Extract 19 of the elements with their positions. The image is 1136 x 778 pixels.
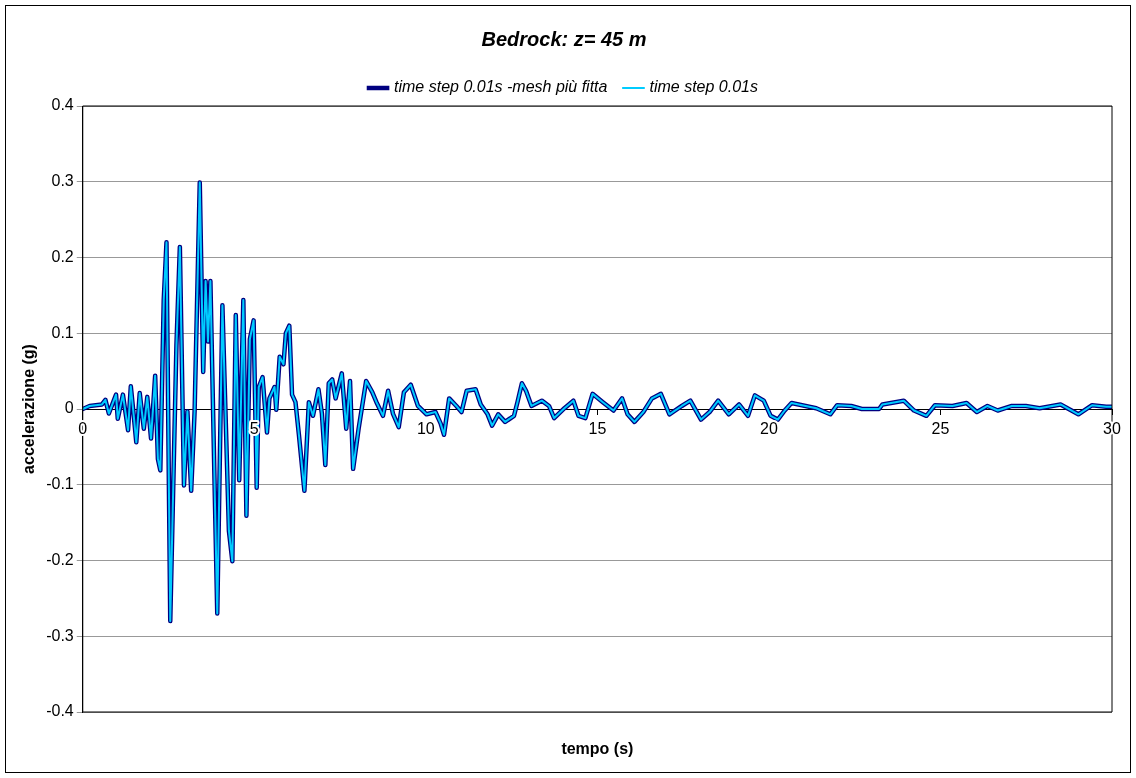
legend-label: time step 0.01s -mesh più fitta [394,78,608,96]
y-tick-label: 0.4 [51,96,74,114]
x-tick-label: 30 [1103,420,1121,438]
y-tick-label: -0.2 [46,550,74,568]
y-tick-label: -0.1 [46,475,74,493]
y-tick-label: 0 [64,399,74,417]
x-tick-label: 10 [416,420,435,438]
y-tick-label: 0.3 [51,172,74,190]
y-tick-label: 0.2 [51,247,74,265]
legend-label: time step 0.01s [649,78,758,96]
chart-title: Bedrock: z= 45 m [481,27,647,50]
x-tick-label: 25 [931,420,950,438]
x-tick-label: 20 [760,420,778,438]
y-axis-title: accelerazione (g) [20,344,38,474]
y-tick-label: -0.3 [46,626,74,644]
y-tick-label: 0.1 [51,323,74,341]
x-axis-title: tempo (s) [561,740,634,757]
y-tick-label: -0.4 [46,702,74,720]
x-tick-label: 15 [588,420,607,438]
